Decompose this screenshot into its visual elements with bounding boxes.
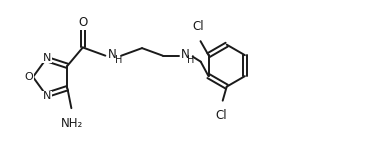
Text: N: N (108, 48, 117, 61)
Text: N: N (181, 48, 189, 61)
Text: N: N (43, 53, 51, 63)
Text: O: O (24, 72, 33, 82)
Text: H: H (187, 55, 194, 65)
Text: O: O (78, 16, 87, 29)
Text: Cl: Cl (215, 109, 227, 122)
Text: H: H (115, 55, 122, 65)
Text: NH₂: NH₂ (61, 117, 83, 130)
Text: N: N (43, 91, 51, 101)
Text: Cl: Cl (193, 20, 204, 33)
